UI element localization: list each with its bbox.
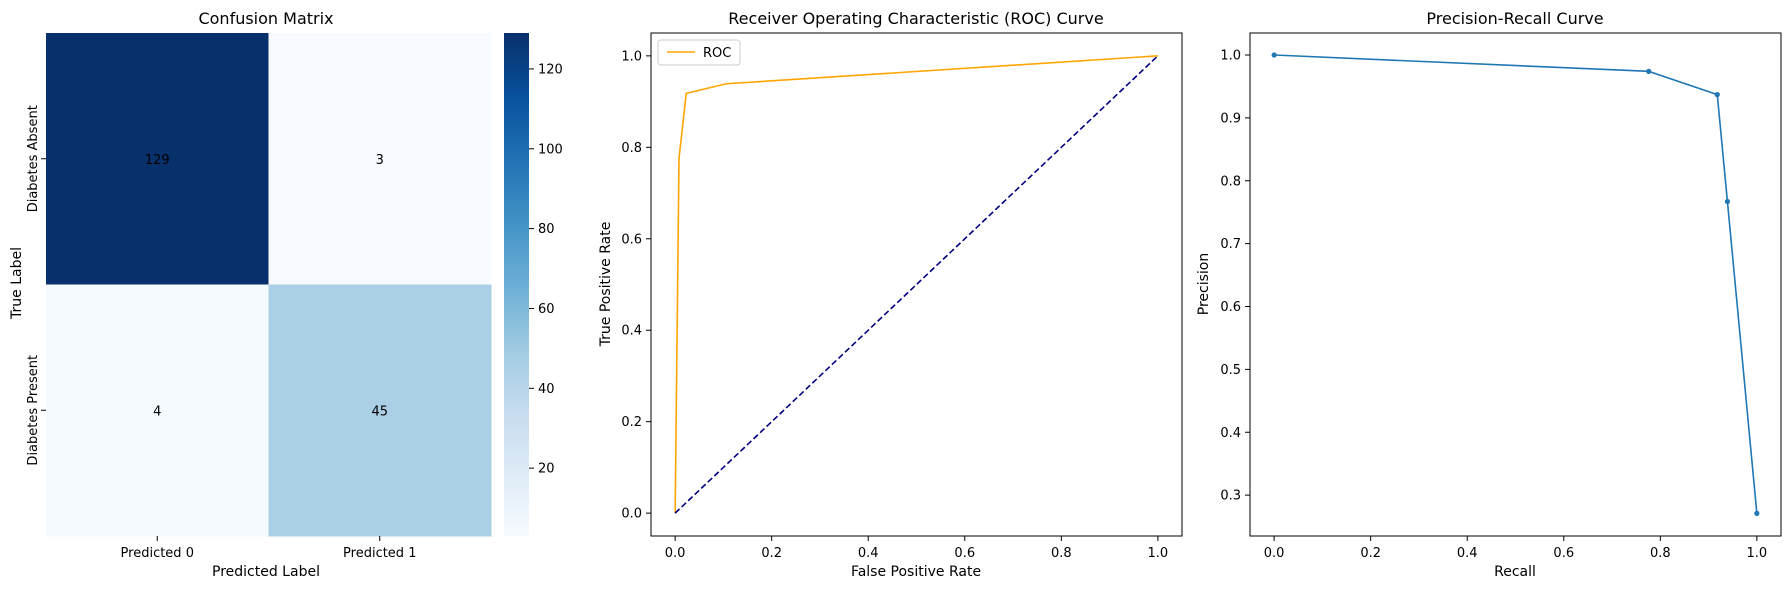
- x-tick-label: 0.8: [1650, 546, 1671, 561]
- precision-recall-panel: Precision-Recall Curve 0.0 0.2 0.4 0.6 0.8 1.…: [1196, 9, 1782, 580]
- series-line-1: [674, 55, 1159, 514]
- heatmap-cell: [46, 284, 269, 537]
- x-tick-label: 0.6: [954, 546, 975, 561]
- heatmap-y-ticks: Diabetes Absent Diabetes Present: [26, 105, 46, 466]
- data-point: [1714, 92, 1720, 98]
- x-tick-label: 0.4: [858, 546, 879, 561]
- roc-y-axis-label: True Positive Rate: [598, 222, 614, 348]
- colorbar-ticks: 20 40 60 80 100 120: [529, 62, 563, 477]
- roc-x-axis-label: False Positive Rate: [851, 564, 981, 580]
- y-tick-label: 0.8: [1220, 174, 1241, 189]
- heatmap-cell: [46, 33, 269, 285]
- series-line-0: [1274, 54, 1758, 514]
- roc-axis-ticks: 0.0 0.2 0.4 0.6 0.8 1.0 0.0 0.2 0.4 0.6 0.8 1.0: [621, 49, 1168, 561]
- x-tick-label: Predicted 1: [343, 546, 416, 561]
- colorbar-tick-label: 80: [538, 222, 555, 237]
- confusion-matrix-panel: Confusion Matrix 129 34 45 Predicted 0 Pred…: [9, 9, 563, 580]
- heatmap-cell: [268, 33, 492, 285]
- pr-axes-frame: [1249, 32, 1782, 537]
- y-tick-label: 0.4: [1220, 426, 1241, 441]
- x-tick-label: Predicted 0: [121, 546, 194, 561]
- y-tick-label: 0.6: [1220, 300, 1241, 315]
- heatmap-cell: [268, 284, 492, 537]
- x-tick-label: 0.8: [1051, 546, 1072, 561]
- legend-box: [657, 39, 741, 66]
- pr-y-axis-label: Precision: [1196, 253, 1212, 315]
- colorbar: [504, 33, 529, 536]
- x-tick-label: 1.0: [1747, 546, 1768, 561]
- colorbar-tick-label: 120: [538, 62, 563, 77]
- roc-title: Receiver Operating Characteristic (ROC) …: [728, 9, 1103, 28]
- heatmap-cell-label: 129: [145, 153, 170, 168]
- y-tick-label: Diabetes Absent: [26, 105, 41, 212]
- y-tick-label: 0.3: [1220, 489, 1241, 504]
- x-tick-label: 0.4: [1457, 546, 1478, 561]
- roc-series-line-0: [674, 55, 1158, 514]
- roc-legend: ROC: [657, 39, 741, 66]
- y-tick-label: 0.4: [621, 324, 642, 339]
- y-tick-label: Diabetes Present: [26, 355, 41, 466]
- heatmap-x-ticks: Predicted 0 Predicted 1: [121, 536, 416, 561]
- roc-axes-frame: [650, 32, 1183, 537]
- pr-series: [1271, 52, 1760, 516]
- heatmap-cell-label: 4: [153, 404, 161, 419]
- colorbar-tick-label: 60: [538, 302, 555, 317]
- heatmap-cells: 129 3 4 45: [46, 33, 492, 537]
- confusion-matrix-title: Confusion Matrix: [198, 9, 333, 28]
- y-tick-label: 1.0: [621, 49, 642, 64]
- colorbar-tick-label: 20: [538, 462, 555, 477]
- heatmap-cell-label: 3: [376, 153, 384, 168]
- data-point: [1754, 510, 1760, 516]
- x-tick-label: 0.0: [1264, 546, 1285, 561]
- confusion-matrix-y-axis-label: True Label: [9, 247, 25, 320]
- y-tick-label: 1.0: [1220, 49, 1241, 64]
- pr-axis-ticks: 0.0 0.2 0.4 0.6 0.8 1.0 0.3 0.4 0.5 0.6 0.7 0.8 0.9 1…: [1220, 49, 1767, 561]
- pr-x-axis-label: Recall: [1494, 564, 1536, 580]
- y-tick-label: 0.2: [621, 415, 642, 430]
- heatmap-cell-label: 45: [371, 404, 388, 419]
- data-point: [1271, 52, 1277, 58]
- legend-label-roc: ROC: [703, 46, 731, 61]
- y-tick-label: 0.8: [621, 141, 642, 156]
- x-tick-label: 1.0: [1148, 546, 1169, 561]
- x-tick-label: 0.2: [1360, 546, 1381, 561]
- y-tick-label: 0.0: [621, 507, 642, 522]
- y-tick-label: 0.5: [1220, 363, 1241, 378]
- precision-recall-title: Precision-Recall Curve: [1426, 9, 1603, 28]
- data-point: [1724, 198, 1731, 205]
- y-tick-label: 0.9: [1220, 111, 1241, 126]
- x-tick-label: 0.0: [665, 546, 686, 561]
- confusion-matrix-x-axis-label: Predicted Label: [212, 564, 320, 580]
- roc-series: [674, 55, 1159, 514]
- x-tick-label: 0.2: [761, 546, 782, 561]
- x-tick-label: 0.6: [1553, 546, 1574, 561]
- y-tick-label: 0.6: [621, 232, 642, 247]
- colorbar-tick-label: 100: [538, 142, 563, 157]
- y-tick-label: 0.7: [1220, 237, 1241, 252]
- data-point: [1646, 68, 1652, 74]
- colorbar-tick-label: 40: [538, 382, 555, 397]
- roc-panel: Receiver Operating Characteristic (ROC) …: [598, 9, 1183, 580]
